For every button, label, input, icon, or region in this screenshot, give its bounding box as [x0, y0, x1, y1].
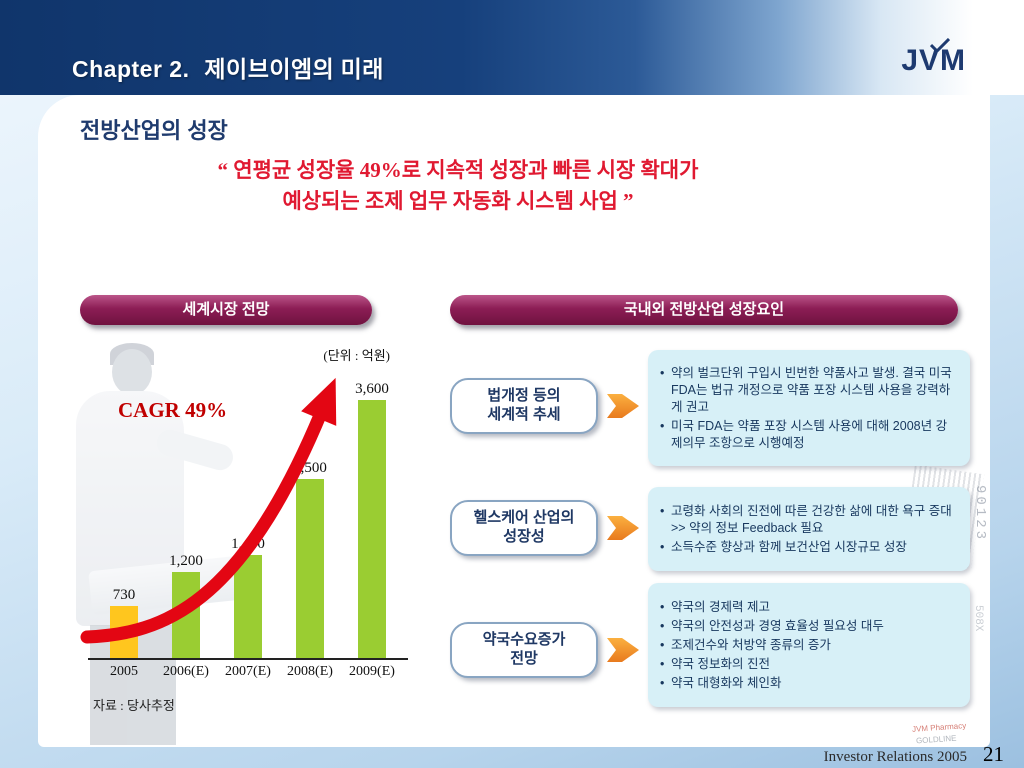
page-title: 전방산업의 성장 [80, 118, 228, 143]
chapter-title: 제이브이엠의 미래 [204, 57, 384, 82]
photo-head-shape [110, 343, 154, 365]
bar-category-label: 2008(E) [287, 664, 333, 679]
bar [296, 479, 324, 658]
bar-value-label: 730 [112, 587, 136, 603]
infobox-legal-trend: • 약의 벌크단위 구입시 빈번한 약품사고 발생. 결국 미국 FDA는 법규 … [648, 350, 970, 466]
bar-category-label: 2006(E) [163, 664, 209, 679]
infobox-healthcare-growth: • 고령화 사회의 진전에 따른 건강한 삶에 대한 욕구 증대 >> 약의 정보… [648, 487, 970, 571]
page-number: 21 [983, 742, 1004, 766]
growth-arrow [80, 377, 337, 644]
bar-category-label: 2007(E) [225, 664, 271, 679]
bar-column: 3,600 [341, 381, 403, 658]
bullet-item: • 약의 벌크단위 구입시 빈번한 약품사고 발생. 결국 미국 FDA는 법규 … [660, 365, 952, 414]
subtitle-quote: “ 연평균 성장율 49%로 지속적 성장과 빠른 시장 확대가 예상되는 조제… [128, 155, 788, 217]
arrow-right-icon [607, 394, 639, 418]
arrow-right-icon [607, 516, 639, 540]
bullet-item: • 약국 대형화와 체인화 [660, 675, 782, 690]
footer-text: Investor Relations 2005 [823, 749, 967, 765]
bullet-item: • 미국 FDA는 약품 포장 시스템 사용에 대해 2008년 강제의무 조항으… [660, 418, 948, 450]
bar-value-label: 3,600 [355, 381, 389, 397]
barcode-number: 90123 [972, 485, 988, 543]
arrow-right-icon [607, 638, 639, 662]
bar-column: 2,500 [279, 460, 341, 658]
chart-source-note: 자료 : 당사추정 [93, 698, 175, 713]
jvm-logo-text: JVM [901, 44, 966, 77]
logo-check-icon [930, 38, 951, 52]
slide-footer: Investor Relations 2005 21 [824, 742, 1004, 767]
bullet-item: • 약국의 안전성과 경영 효율성 필요성 대두 [660, 618, 884, 633]
bar-category-label: 2005 [110, 664, 138, 679]
bar [358, 400, 386, 658]
quote-line-2: 예상되는 조제 업무 자동화 시스템 사업 ” [282, 189, 634, 213]
bar-category-label: 2009(E) [349, 664, 395, 679]
slide-header-bar: Chapter 2. 제이브이엠의 미래 JVM [0, 0, 1024, 95]
chapter-heading: Chapter 2. 제이브이엠의 미래 [72, 50, 384, 84]
chapter-label: Chapter 2. [72, 56, 190, 82]
section-header-growth-factors: 국내외 전방산업 성장요인 [450, 295, 958, 325]
background-photo [38, 325, 252, 745]
content-panel: 전방산업의 성장 “ 연평균 성장율 49%로 지속적 성장과 빠른 시장 확대… [38, 95, 990, 747]
bullet-item: • 소득수준 향상과 함께 보건산업 시장규모 성장 [660, 539, 907, 554]
cagr-annotation: CAGR 49% [118, 398, 228, 422]
bar-value-label: 1,200 [169, 553, 203, 569]
bullet-item: • 조제건수와 처방약 종류의 증가 [660, 637, 831, 652]
factor-oval-healthcare-growth: 헬스케어 산업의 성장성 [450, 500, 598, 556]
brand-fragment-red: JVM Pharmacy [911, 721, 967, 734]
bullet-item: • 약국 정보화의 진전 [660, 656, 770, 671]
background-product-strip: 90123 508X JVM Pharmacy GOLDLINE [857, 455, 990, 747]
barcode-code-fragment: 508X [972, 605, 984, 632]
cats-row: 2005 2006(E) 2007(E) 2008(E) 2009(E) [88, 660, 408, 680]
factor-oval-pharmacy-demand: 약국수요증가 전망 [450, 622, 598, 678]
jvm-logo: JVM [901, 38, 966, 78]
chart-unit-label: (단위 : 억원) [323, 348, 390, 363]
infobox-pharmacy-demand: • 약국의 경제력 제고 • 약국의 안전성과 경영 효율성 필요성 대두 • 조제건수와… [648, 583, 970, 707]
section-header-world-market: 세계시장 전망 [80, 295, 372, 325]
photo-body-shape [76, 391, 184, 626]
bar [234, 555, 262, 658]
bullet-item: • 약국의 경제력 제고 [660, 599, 770, 614]
factor-oval-legal-trend: 법개정 등의 세계적 추세 [450, 378, 598, 434]
quote-line-1: “ 연평균 성장율 49%로 지속적 성장과 빠른 시장 확대가 [217, 158, 699, 182]
bullet-item: • 고령화 사회의 진전에 따른 건강한 삶에 대한 욕구 증대 >> 약의 정보… [660, 503, 952, 535]
